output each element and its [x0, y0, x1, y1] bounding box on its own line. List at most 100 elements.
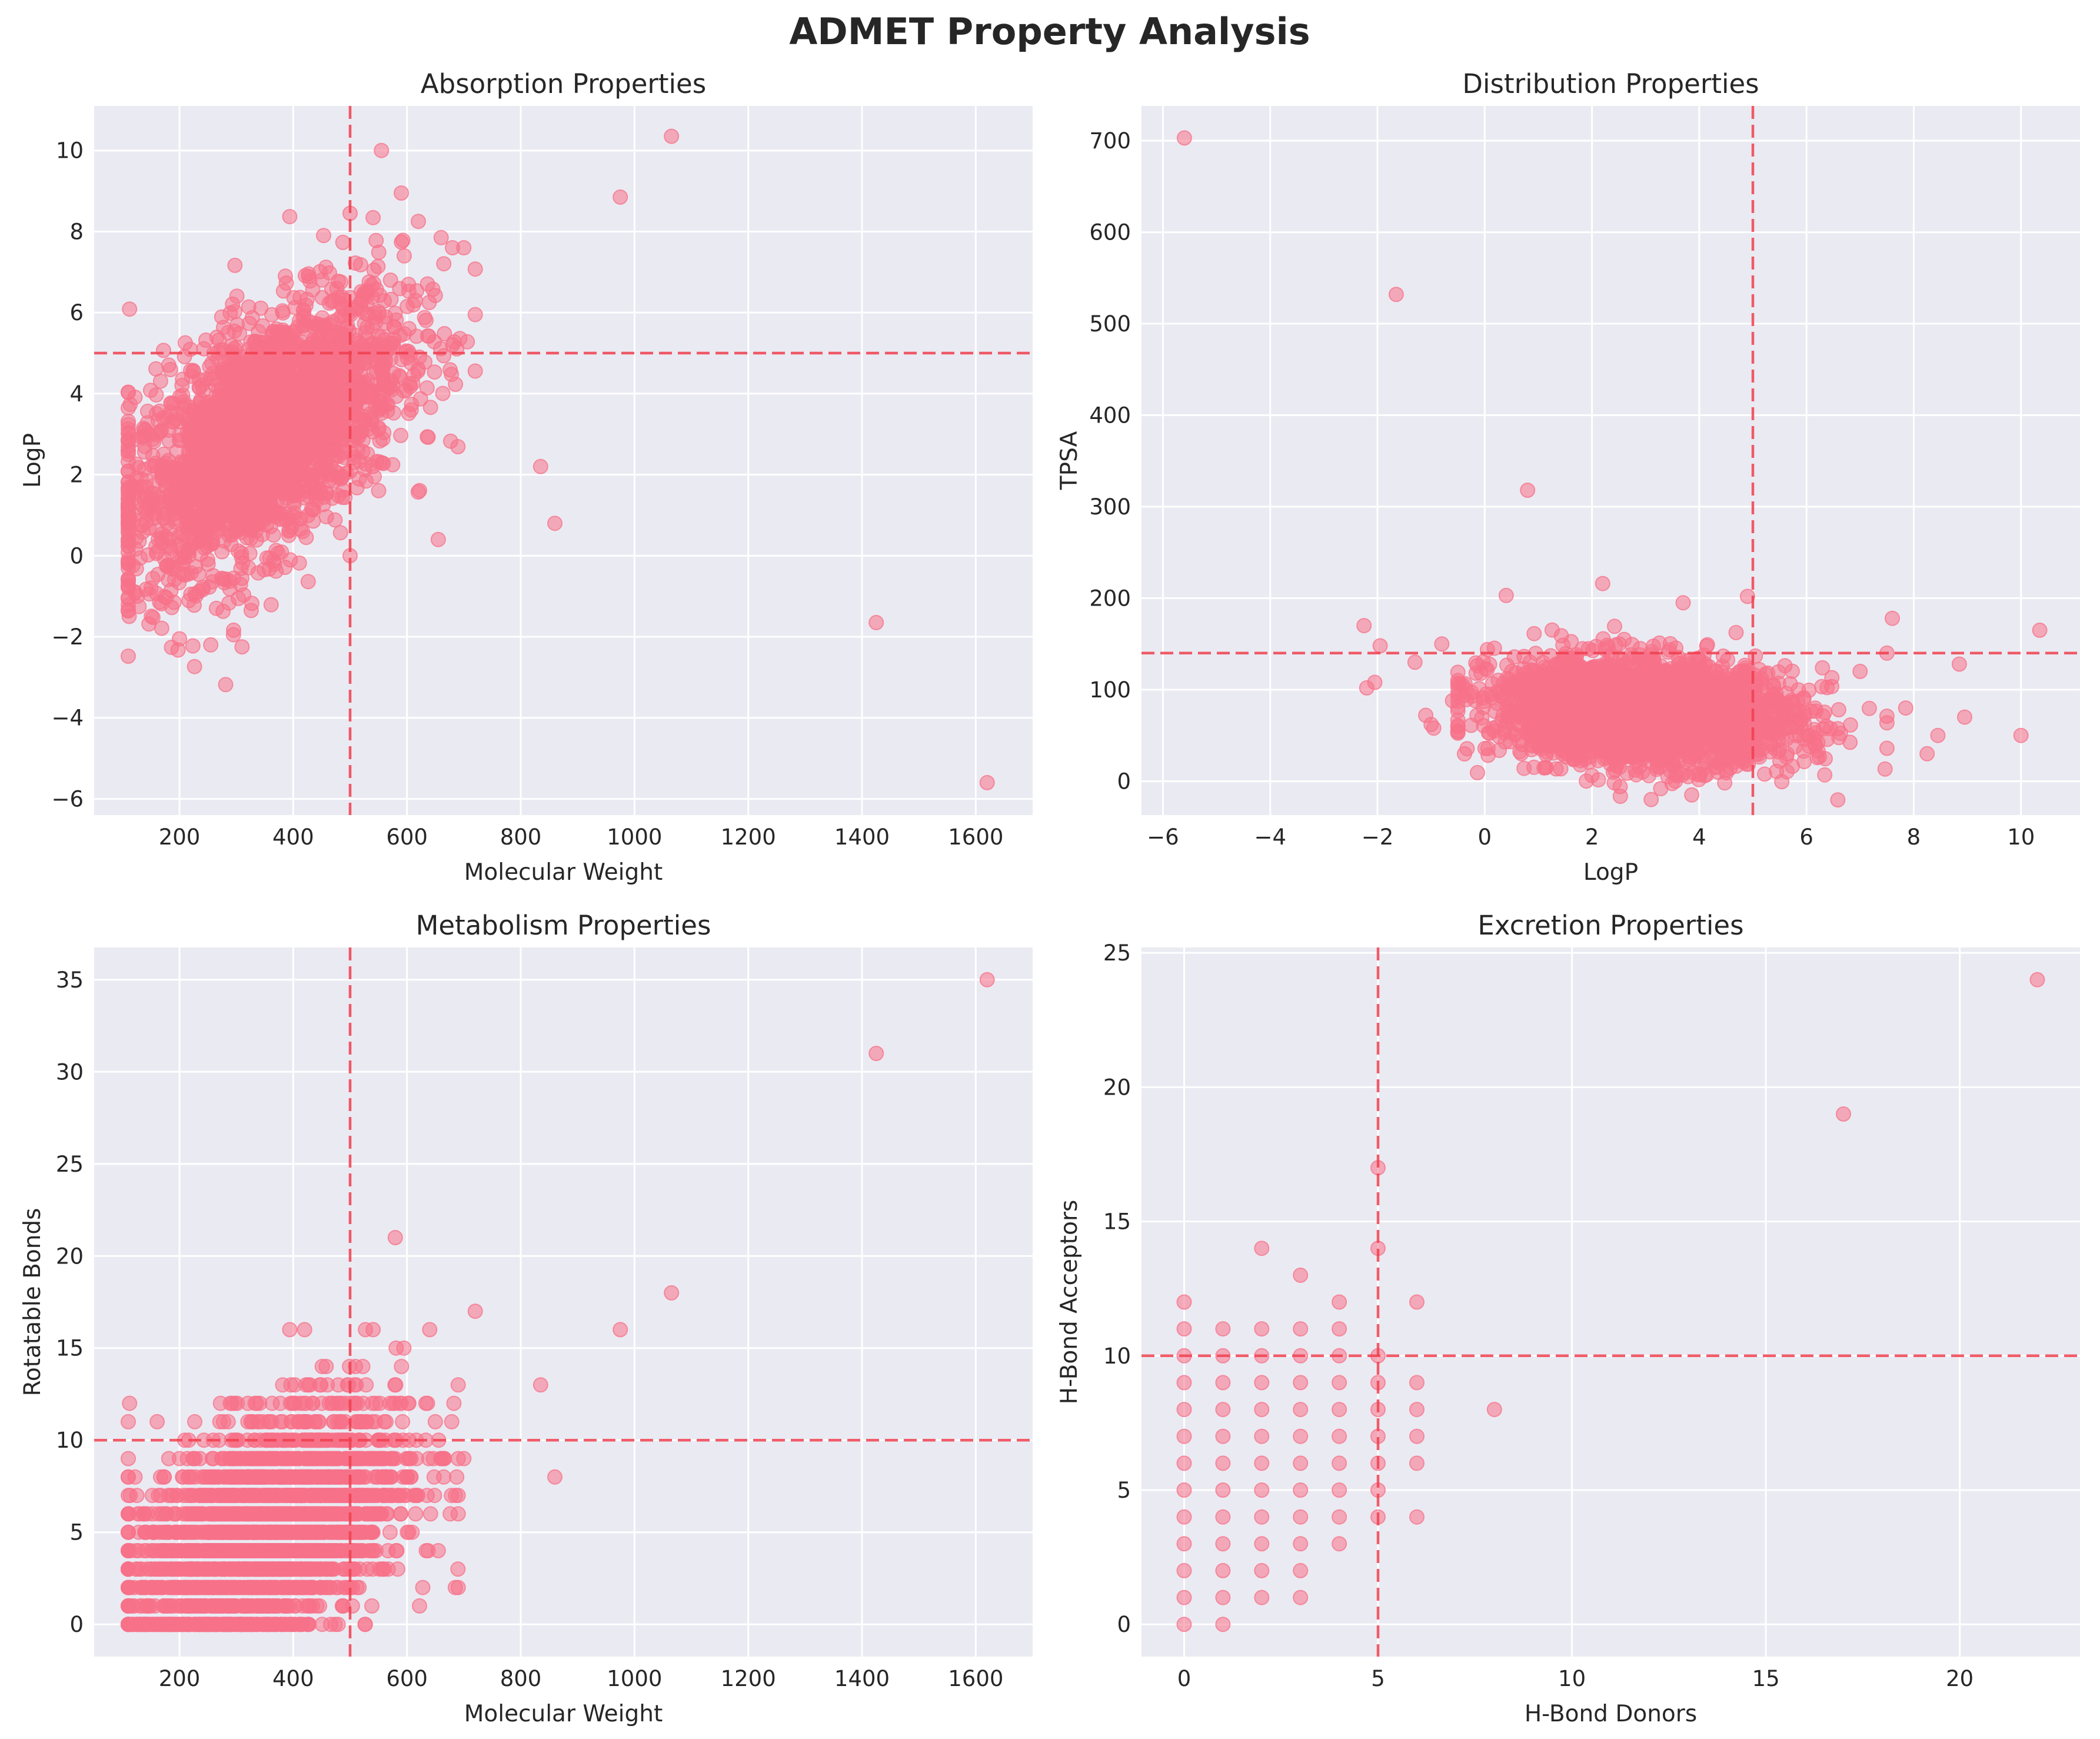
scatter-point: [393, 427, 409, 443]
y-tick-label: 4: [69, 381, 84, 407]
scatter-point: [329, 281, 345, 297]
scatter-point: [194, 377, 210, 393]
scatter-point: [411, 214, 426, 230]
scatter-point: [252, 428, 268, 444]
scatter-point: [1830, 792, 1846, 808]
scatter-point: [222, 524, 238, 540]
y-tick-label: 700: [1089, 128, 1131, 154]
x-tick-label: 200: [159, 824, 201, 850]
scatter-point: [1696, 761, 1712, 777]
y-tick-label: 200: [1089, 586, 1131, 611]
x-tick-label: −4: [1254, 824, 1286, 850]
scatter-point: [256, 477, 271, 492]
scatter-point: [364, 277, 379, 293]
scatter-point: [238, 367, 254, 382]
scatter-point: [1824, 670, 1840, 686]
figure-title: ADMET Property Analysis: [789, 10, 1310, 53]
scatter-point: [135, 524, 151, 540]
scatter-point: [265, 394, 281, 410]
scatter-point: [1879, 740, 1895, 756]
scatter-point: [189, 427, 205, 443]
scatter-point: [177, 335, 193, 351]
scatter-point: [159, 410, 175, 425]
scatter-point: [187, 659, 202, 674]
scatter-point: [191, 470, 207, 486]
scatter-point: [300, 574, 316, 590]
scatter-point: [1668, 773, 1683, 789]
scatter-point: [1699, 637, 1715, 653]
subplot-1: 200 400 600 800 1000 1200 1400 1600−6−4−2024681…: [19, 68, 1033, 886]
scatter-point: [139, 415, 155, 431]
scatter-point: [335, 234, 351, 250]
scatter-point: [122, 397, 138, 413]
y-tick-label: 0: [69, 543, 84, 568]
scatter-point: [178, 462, 194, 478]
scatter-point: [1707, 753, 1723, 769]
scatter-point: [334, 490, 350, 506]
scatter-point: [613, 189, 628, 205]
scatter-point: [282, 209, 298, 225]
scatter-point: [337, 327, 353, 343]
scatter-point: [355, 287, 371, 303]
scatter-point: [275, 303, 291, 319]
scatter-point: [121, 531, 136, 547]
scatter-point: [445, 240, 460, 255]
scatter-point: [276, 407, 292, 423]
scatter-point: [324, 387, 340, 403]
scatter-point: [175, 371, 191, 387]
scatter-point: [143, 580, 159, 596]
scatter-point: [422, 400, 438, 415]
scatter-point: [287, 300, 303, 315]
x-tick-label: 4: [1692, 824, 1706, 850]
scatter-point: [1831, 702, 1846, 717]
scatter-point: [365, 210, 381, 225]
y-tick-label: 2: [69, 463, 84, 488]
scatter-point: [371, 483, 387, 498]
scatter-point: [182, 518, 198, 534]
scatter-point: [268, 563, 284, 579]
scatter-point: [255, 318, 271, 334]
scatter-point: [179, 412, 195, 428]
scatter-point: [1782, 676, 1798, 691]
scatter-point: [208, 600, 224, 616]
scatter-point: [1796, 690, 1812, 706]
scatter-point: [284, 327, 299, 343]
scatter-point: [214, 503, 230, 518]
scatter-point: [252, 353, 268, 368]
scatter-point: [221, 451, 237, 467]
scatter-point: [392, 369, 408, 385]
scatter-point: [294, 465, 309, 481]
scatter-point: [1774, 774, 1790, 790]
scatter-point: [374, 330, 390, 345]
scatter-point: [316, 228, 331, 244]
scatter-point: [425, 281, 441, 297]
scatter-point: [1757, 766, 1772, 782]
scatter-point: [121, 580, 136, 596]
scatter-point: [290, 396, 305, 412]
scatter-point: [278, 268, 293, 284]
scatter-point: [372, 454, 387, 470]
y-tick-label: 400: [1089, 403, 1131, 428]
scatter-point: [1817, 704, 1833, 720]
scatter-point: [427, 364, 442, 380]
scatter-point: [225, 369, 241, 385]
scatter-point: [372, 287, 388, 303]
x-tick-label: 8: [1907, 824, 1921, 850]
scatter-point: [1477, 740, 1493, 756]
y-axis-label: LogP: [19, 433, 46, 488]
scatter-point: [222, 573, 238, 589]
y-tick-label: −2: [51, 624, 84, 650]
scatter-point: [257, 459, 273, 475]
scatter-point: [171, 538, 187, 554]
x-axis-label: Molecular Weight: [464, 859, 663, 886]
scatter-point: [1526, 626, 1542, 641]
scatter-point: [420, 429, 436, 445]
scatter-point: [269, 431, 285, 447]
scatter-point: [121, 454, 136, 470]
scatter-point: [435, 385, 451, 401]
scatter-point: [167, 571, 182, 587]
scatter-point: [436, 256, 452, 272]
scatter-point: [185, 638, 201, 654]
scatter-point: [1815, 660, 1831, 676]
scatter-point: [161, 357, 177, 373]
